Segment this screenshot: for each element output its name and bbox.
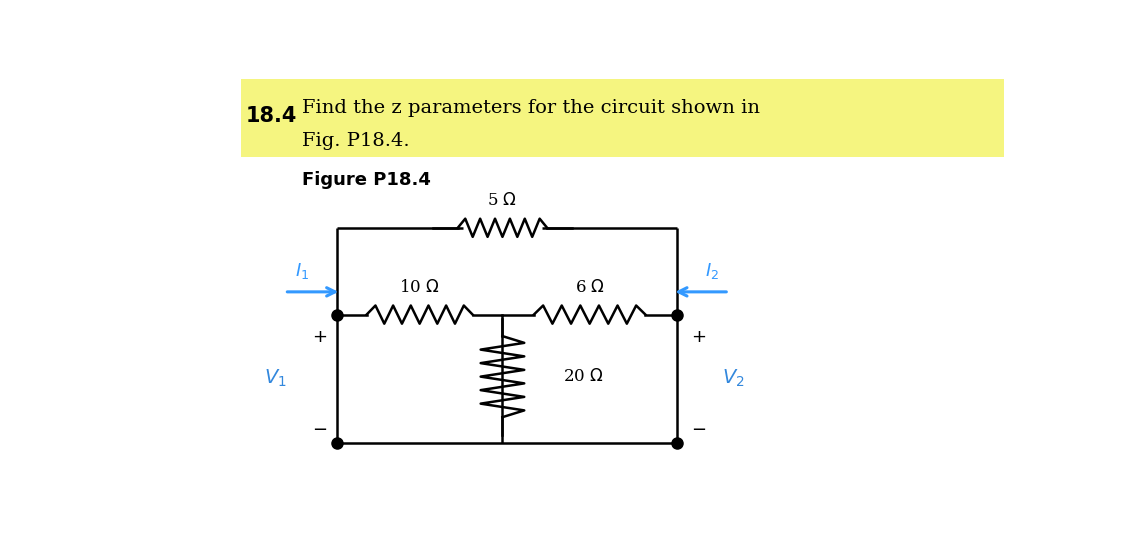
Text: +: +	[691, 328, 706, 346]
Text: +: +	[312, 328, 327, 346]
Text: 18.4: 18.4	[245, 106, 297, 126]
Text: 6 $\Omega$: 6 $\Omega$	[575, 279, 604, 296]
Text: Figure P18.4: Figure P18.4	[302, 171, 431, 189]
Text: $I_2$: $I_2$	[704, 261, 719, 281]
Text: 10 $\Omega$: 10 $\Omega$	[399, 279, 440, 296]
Text: −: −	[312, 422, 327, 439]
Text: $V_1$: $V_1$	[264, 368, 287, 389]
Text: Find the z parameters for the circuit shown in: Find the z parameters for the circuit sh…	[302, 99, 759, 117]
Text: −: −	[691, 422, 706, 439]
FancyBboxPatch shape	[241, 79, 1004, 157]
Text: 20 $\Omega$: 20 $\Omega$	[564, 368, 604, 385]
Text: $I_1$: $I_1$	[295, 261, 309, 281]
Text: 5 $\Omega$: 5 $\Omega$	[487, 192, 518, 209]
Text: Fig. P18.4.: Fig. P18.4.	[302, 132, 410, 150]
Text: $V_2$: $V_2$	[722, 368, 745, 389]
